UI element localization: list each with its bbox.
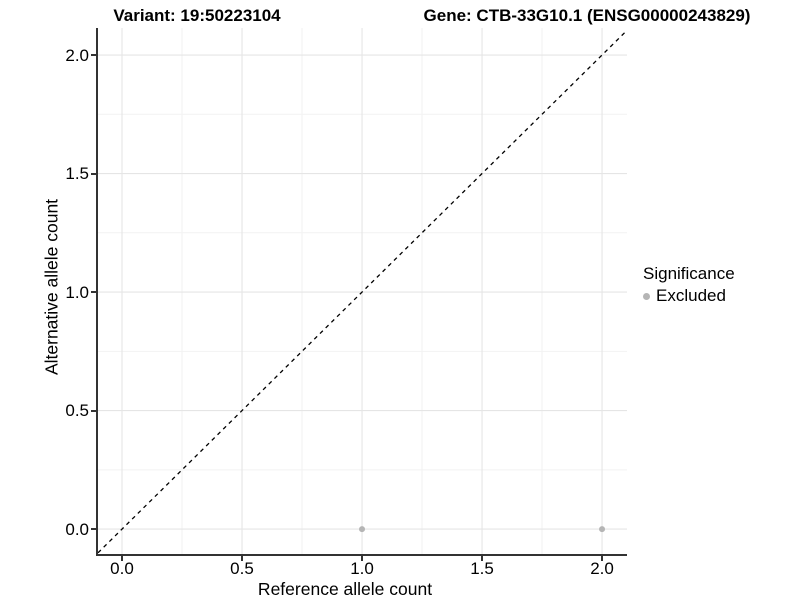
legend: Significance Excluded: [643, 264, 735, 306]
diagonal-reference-line: [97, 29, 627, 554]
legend-entry-label: Excluded: [656, 286, 726, 305]
y-tick-label: 0.0: [65, 519, 89, 539]
y-tick-label: 1.5: [65, 164, 89, 184]
x-tick-mark: [361, 556, 364, 561]
data-point: [599, 526, 606, 533]
data-point: [359, 526, 366, 533]
plot-title-variant: Variant: 19:50223104: [113, 6, 281, 25]
x-axis-title: Reference allele count: [257, 579, 433, 599]
legend-entry-excluded: Excluded: [643, 286, 735, 306]
x-tick-mark: [481, 556, 484, 561]
plot-panel: [96, 28, 627, 556]
y-tick-label: 0.5: [65, 401, 89, 421]
legend-title: Significance: [643, 264, 735, 283]
x-tick-label: 0.0: [110, 559, 134, 578]
x-tick-label: 1.0: [350, 559, 374, 578]
y-tick-mark: [91, 528, 96, 531]
x-tick-label: 0.5: [230, 559, 254, 578]
y-axis-title: Alternative allele count: [41, 198, 62, 376]
y-tick-mark: [91, 54, 96, 57]
y-tick-mark: [91, 409, 96, 412]
x-tick-label: 1.5: [470, 559, 494, 578]
legend-point-icon: [643, 292, 650, 300]
plot-title-gene: Gene: CTB-33G10.1 (ENSG00000243829): [423, 6, 751, 25]
y-tick-mark: [91, 172, 96, 175]
y-tick-label: 1.0: [65, 282, 89, 302]
y-tick-label: 2.0: [65, 45, 89, 65]
x-tick-mark: [241, 556, 243, 561]
x-tick-mark: [121, 556, 123, 561]
x-tick-label: 2.0: [590, 559, 614, 578]
x-tick-mark: [601, 556, 604, 561]
y-tick-mark: [91, 291, 96, 294]
